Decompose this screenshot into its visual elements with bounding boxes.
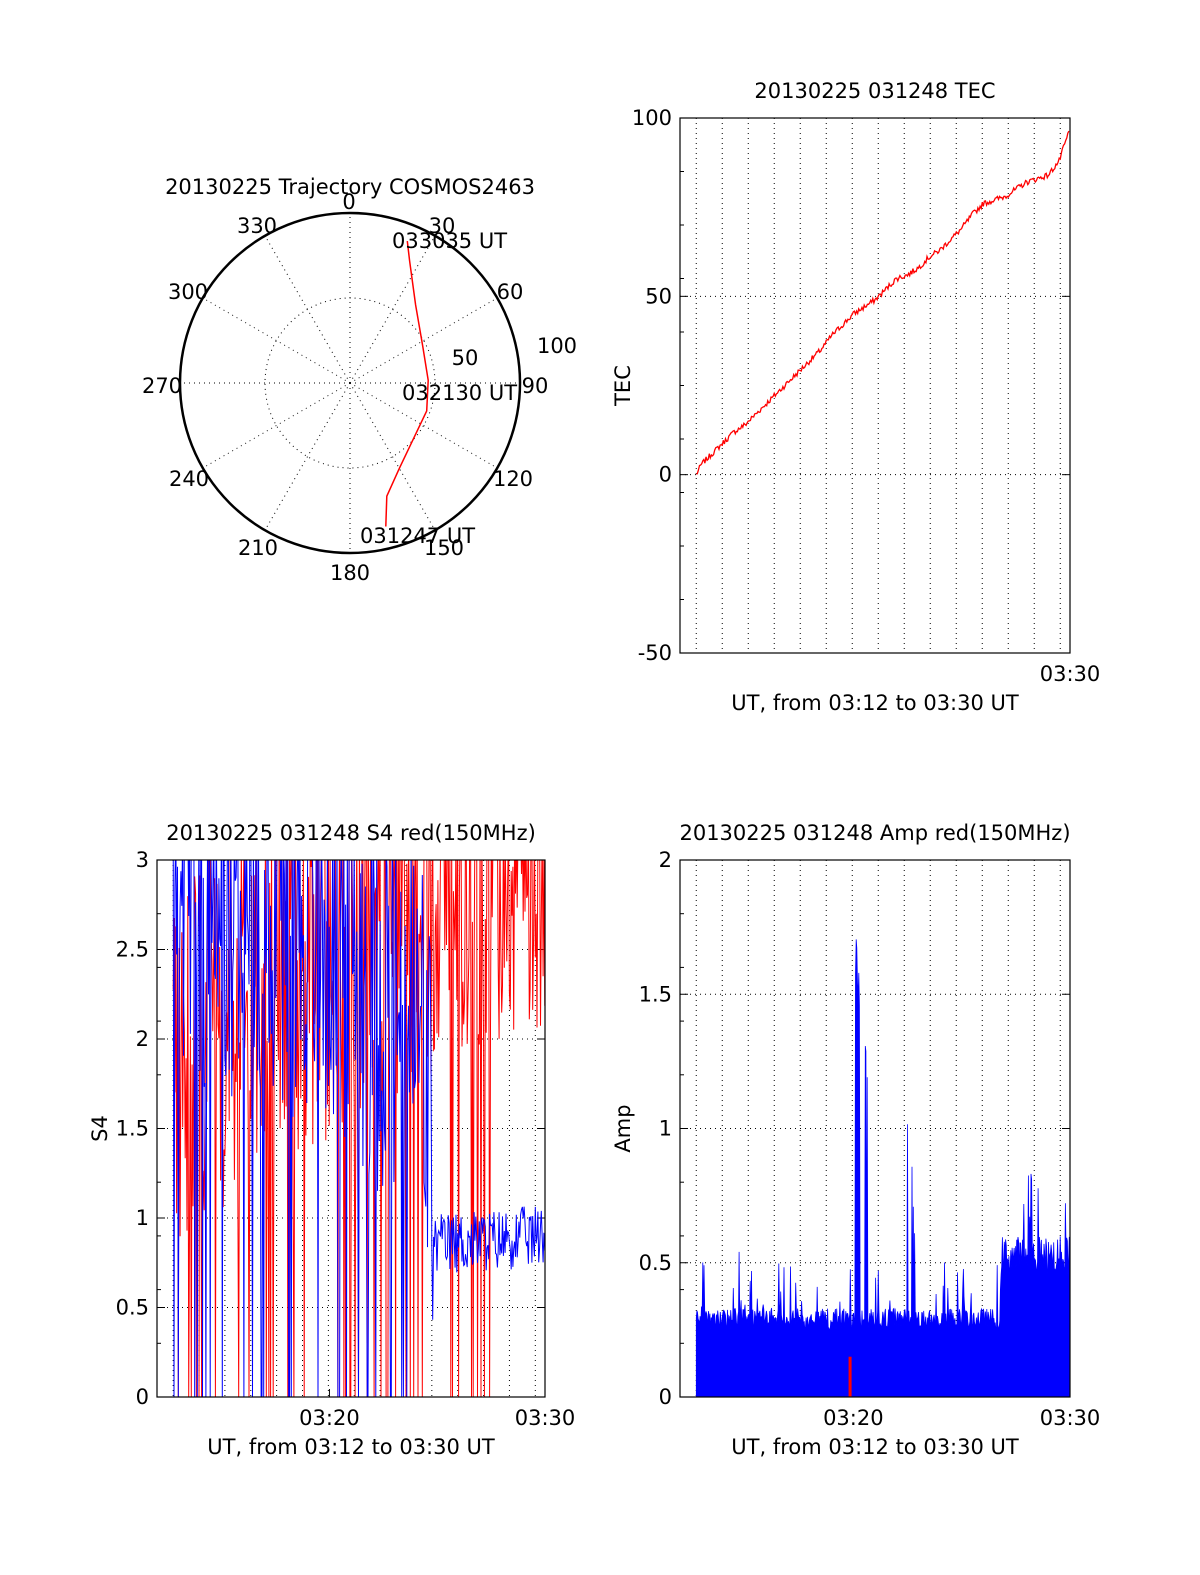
polar-spoke xyxy=(202,382,351,469)
trajectory-time-label: 031247 UT xyxy=(360,524,475,548)
y-tick-label: -50 xyxy=(638,641,672,665)
y-tick-label: 2.5 xyxy=(116,938,149,962)
trajectory-time-label: 033035 UT xyxy=(392,229,507,253)
trajectory-line xyxy=(385,241,429,527)
y-tick-label: 1.5 xyxy=(116,1117,149,1141)
polar-angle-label: 330 xyxy=(237,214,277,238)
plot-frame xyxy=(679,859,1071,1398)
polar-angle-label: 270 xyxy=(142,374,182,398)
polar-angle-label: 90 xyxy=(522,374,549,398)
polar-angle-label: 60 xyxy=(497,280,524,304)
polar-radius-label: 50 xyxy=(452,346,479,370)
trajectory-time-label: 032130 UT xyxy=(402,381,517,405)
polar-angle-label: 210 xyxy=(238,536,278,560)
panel-title: 20130225 031248 Amp red(150MHz) xyxy=(679,821,1070,845)
y-tick-label: 0.5 xyxy=(639,1251,672,1275)
tec-panel: 20130225 031248 TEC 100 50 0 -50 03:30 UT, fro… xyxy=(611,79,1100,715)
polar-angle-label: 30 xyxy=(429,214,456,238)
y-tick-label: 1 xyxy=(136,1206,149,1230)
polar-spoke xyxy=(264,382,351,531)
y-tick-label: 1.5 xyxy=(639,982,672,1006)
polar-angle-label: 120 xyxy=(493,467,533,491)
amp-blue-area xyxy=(695,939,1071,1398)
polar-title: 20130225 Trajectory COSMOS2463 xyxy=(165,175,535,199)
polar-spoke xyxy=(349,297,498,384)
polar-angle-label: 300 xyxy=(168,280,208,304)
y-tick-label: 100 xyxy=(632,106,672,130)
y-axis-label: Amp xyxy=(611,1104,635,1152)
polar-spoke xyxy=(264,235,351,384)
polar-angle-label: 150 xyxy=(424,536,464,560)
y-tick-label: 2 xyxy=(659,848,672,872)
s4-panel: 20130225 031248 S4 red(150MHz) 3 2.5 2 1.5 1 0… xyxy=(88,821,575,1459)
x-tick-label: 03:30 xyxy=(515,1406,576,1430)
x-axis-label: UT, from 03:12 to 03:30 UT xyxy=(731,691,1019,715)
y-tick-label: 0 xyxy=(136,1385,149,1409)
x-tick-label: 03:30 xyxy=(1040,662,1101,686)
x-axis-label: UT, from 03:12 to 03:30 UT xyxy=(207,1435,495,1459)
polar-angle-label: 0 xyxy=(342,190,355,214)
polar-spoke xyxy=(349,382,498,469)
amp-panel: 20130225 031248 Amp red(150MHz) 2 1.5 1 0.5 0… xyxy=(611,821,1100,1459)
y-tick-label: 3 xyxy=(136,848,149,872)
s4-series-group xyxy=(172,860,545,1397)
y-tick-label: 1 xyxy=(659,1117,672,1141)
polar-angle-label: 180 xyxy=(330,561,370,585)
y-axis-label: S4 xyxy=(88,1115,112,1142)
x-tick-label: 03:20 xyxy=(299,1406,360,1430)
polar-spoke xyxy=(202,297,351,384)
polar-radius-label: 100 xyxy=(537,334,577,358)
x-axis-label: UT, from 03:12 to 03:30 UT xyxy=(731,1435,1019,1459)
y-tick-label: 0 xyxy=(659,1385,672,1409)
y-axis-label: TEC xyxy=(611,365,635,407)
polar-angle-label: 240 xyxy=(169,467,209,491)
panel-title: 20130225 031248 S4 red(150MHz) xyxy=(166,821,536,845)
y-tick-label: 0.5 xyxy=(116,1296,149,1320)
polar-spoke xyxy=(349,235,436,384)
y-tick-label: 0 xyxy=(659,463,672,487)
x-tick-label: 03:30 xyxy=(1040,1406,1101,1430)
polar-outer-circle xyxy=(178,211,522,555)
x-tick-label: 03:20 xyxy=(823,1406,884,1430)
tec-line xyxy=(696,130,1070,475)
plot-frame xyxy=(679,117,1071,654)
panel-title: 20130225 031248 TEC xyxy=(754,79,995,103)
s4-blue-line xyxy=(172,860,545,1397)
plot-frame xyxy=(156,859,546,1398)
y-tick-label: 2 xyxy=(136,1027,149,1051)
polar-spoke xyxy=(349,382,436,531)
y-tick-label: 50 xyxy=(645,284,672,308)
